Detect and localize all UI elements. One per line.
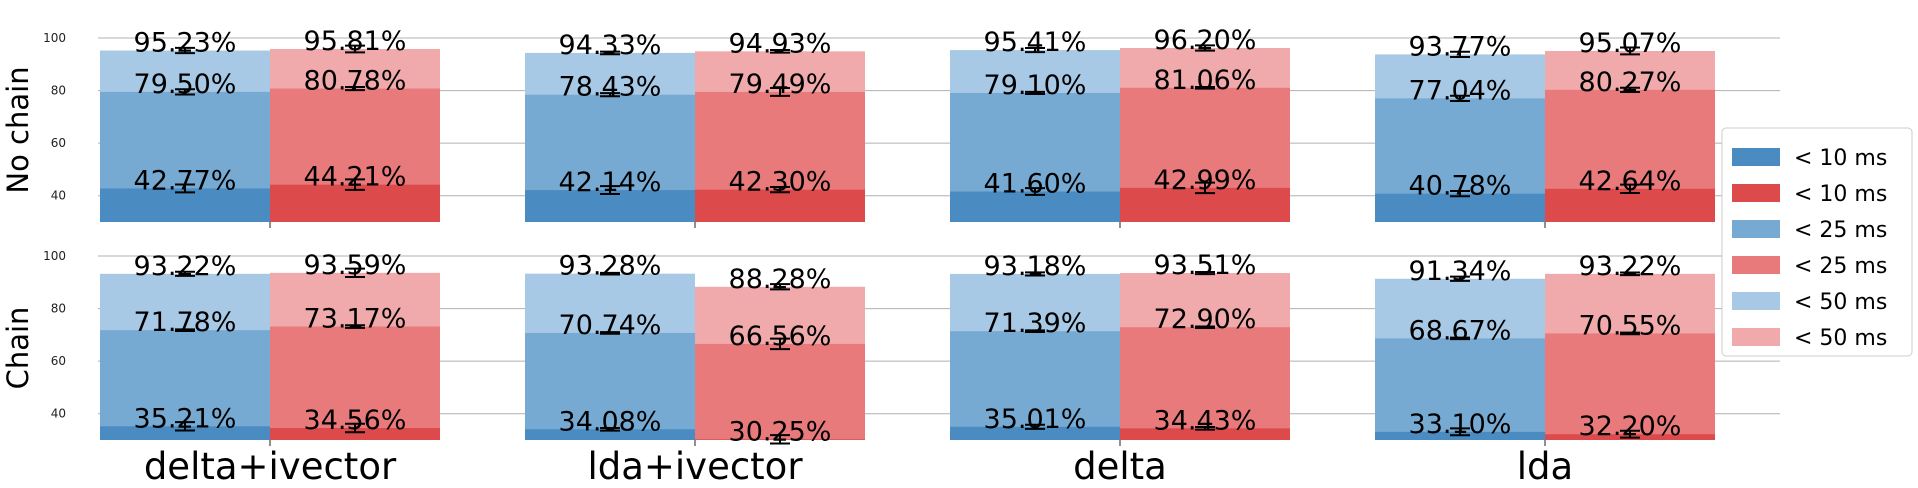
bar-blue-lt25 <box>1375 338 1545 440</box>
data-label: 93.18% <box>984 251 1087 282</box>
legend-label: < 10 ms <box>1794 182 1887 207</box>
legend-label: < 25 ms <box>1794 254 1887 279</box>
bar-blue-lt25 <box>525 332 695 440</box>
y-tick-label: 80 <box>51 84 66 98</box>
data-label: 70.55% <box>1579 310 1682 341</box>
data-label: 44.21% <box>304 162 407 193</box>
y-tick-label: 80 <box>51 302 66 316</box>
data-label: 78.43% <box>559 72 662 103</box>
data-label: 77.04% <box>1409 75 1512 106</box>
data-label: 42.77% <box>134 165 237 196</box>
data-label: 35.21% <box>134 403 237 434</box>
bar-blue-lt10 <box>100 426 270 440</box>
bar-blue-lt10 <box>1375 193 1545 222</box>
data-label: 93.77% <box>1409 31 1512 62</box>
data-label: 93.28% <box>559 251 662 282</box>
data-label: 34.43% <box>1154 405 1257 436</box>
data-label: 42.64% <box>1579 166 1682 197</box>
legend-label: < 25 ms <box>1794 218 1887 243</box>
data-label: 42.14% <box>559 167 662 198</box>
legend-label: < 50 ms <box>1794 290 1887 315</box>
x-category-label: delta+ivector <box>144 445 397 488</box>
y-tick-label: 40 <box>51 407 66 421</box>
legend-swatch <box>1732 184 1780 202</box>
data-label: 73.17% <box>304 304 407 335</box>
bar-blue-lt10 <box>525 429 695 440</box>
data-label: 30.25% <box>729 416 832 447</box>
data-label: 80.78% <box>304 66 407 97</box>
data-label: 34.08% <box>559 406 662 437</box>
legend-swatch <box>1732 256 1780 274</box>
x-category-label: delta <box>1073 445 1167 488</box>
data-label: 94.33% <box>559 30 662 61</box>
data-label: 33.10% <box>1409 409 1512 440</box>
data-label: 34.56% <box>304 405 407 436</box>
bar-blue-lt10 <box>950 191 1120 222</box>
legend-swatch <box>1732 220 1780 238</box>
data-label: 79.50% <box>134 69 237 100</box>
bar-blue-lt25 <box>950 331 1120 440</box>
data-label: 91.34% <box>1409 256 1512 287</box>
data-label: 93.22% <box>1579 251 1682 282</box>
panel-ylabel: No chain <box>1 66 35 193</box>
data-label: 72.90% <box>1154 304 1257 335</box>
bar-red-lt25 <box>270 326 440 440</box>
x-category-label: lda+ivector <box>587 445 803 488</box>
data-label: 93.59% <box>304 250 407 281</box>
data-label: 42.99% <box>1154 165 1257 196</box>
data-label: 95.81% <box>304 26 407 57</box>
bar-blue-lt10 <box>100 188 270 222</box>
data-label: 71.39% <box>984 308 1087 339</box>
data-label: 95.23% <box>134 28 237 59</box>
bar-red-lt25 <box>1120 327 1290 440</box>
data-label: 80.27% <box>1579 67 1682 98</box>
bar-red-lt10 <box>1120 428 1290 440</box>
data-label: 88.28% <box>729 264 832 295</box>
bar-blue-lt10 <box>950 426 1120 440</box>
data-label: 79.10% <box>984 70 1087 101</box>
data-label: 32.20% <box>1579 411 1682 442</box>
legend-swatch <box>1732 328 1780 346</box>
y-tick-label: 60 <box>51 354 66 368</box>
legend-label: < 50 ms <box>1794 326 1887 351</box>
bar-red-lt25 <box>1545 333 1715 440</box>
bar-red-lt10 <box>1545 188 1715 222</box>
bar-red-lt25 <box>695 343 865 440</box>
data-label: 81.06% <box>1154 65 1257 96</box>
data-label: 71.78% <box>134 307 237 338</box>
bar-red-lt10 <box>695 189 865 222</box>
data-label: 95.07% <box>1579 28 1682 59</box>
y-tick-label: 60 <box>51 136 66 150</box>
y-tick-label: 100 <box>43 31 66 45</box>
bar-red-lt10 <box>270 428 440 440</box>
legend-swatch <box>1732 148 1780 166</box>
data-label: 93.51% <box>1154 250 1257 281</box>
legend-swatch <box>1732 292 1780 310</box>
data-label: 93.22% <box>134 251 237 282</box>
bar-blue-lt10 <box>525 190 695 222</box>
data-label: 42.30% <box>729 167 832 198</box>
data-label: 94.93% <box>729 28 832 59</box>
data-label: 66.56% <box>729 321 832 352</box>
x-category-label: lda <box>1517 445 1573 488</box>
data-label: 40.78% <box>1409 171 1512 202</box>
legend-label: < 10 ms <box>1794 146 1887 171</box>
y-tick-label: 40 <box>51 189 66 203</box>
data-label: 68.67% <box>1409 315 1512 346</box>
data-label: 70.74% <box>559 310 662 341</box>
y-tick-label: 100 <box>43 249 66 263</box>
data-label: 41.60% <box>984 169 1087 200</box>
data-label: 35.01% <box>984 404 1087 435</box>
panel-ylabel: Chain <box>1 307 35 390</box>
data-label: 79.49% <box>729 69 832 100</box>
data-label: 95.41% <box>984 27 1087 58</box>
data-label: 96.20% <box>1154 25 1257 56</box>
